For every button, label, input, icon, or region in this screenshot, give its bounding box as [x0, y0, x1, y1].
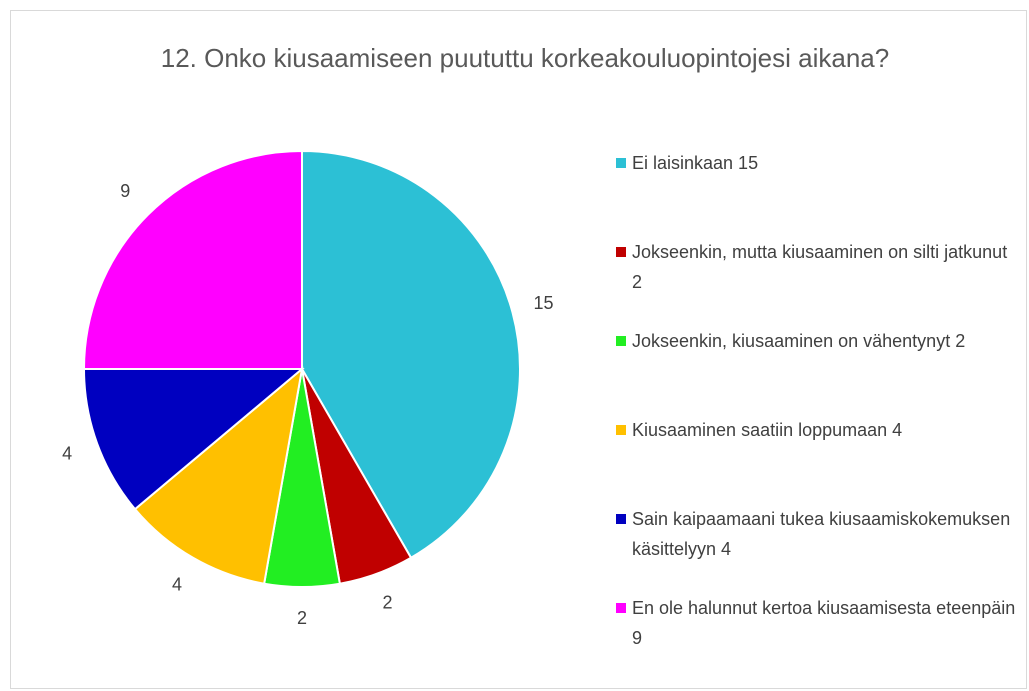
legend-entry: Ei laisinkaan 15 [616, 148, 1017, 178]
legend-swatch [616, 603, 626, 613]
legend-entry: Kiusaaminen saatiin loppumaan 4 [616, 415, 1017, 445]
legend-label: Jokseenkin, mutta kiusaaminen on silti j… [632, 242, 1008, 292]
pie-slice [133, 366, 304, 585]
legend-swatch [616, 247, 626, 257]
legend-label: Sain kaipaamaani tukea kiusaamiskokemuks… [632, 509, 1011, 559]
legend-entry: Sain kaipaamaani tukea kiusaamiskokemuks… [616, 504, 1017, 564]
legend-swatch [616, 425, 626, 435]
legend-swatch [616, 336, 626, 346]
data-label: 9 [120, 181, 130, 201]
chart-frame [10, 10, 1027, 689]
legend-swatch [616, 514, 626, 524]
legend-label: Ei laisinkaan 15 [632, 153, 759, 173]
pie-slice [82, 149, 303, 370]
legend-label: En ole halunnut kertoa kiusaamisesta ete… [632, 598, 1016, 648]
chart-title: 12. Onko kiusaamiseen puututtu korkeakou… [160, 43, 890, 73]
legend-label: Kiusaaminen saatiin loppumaan 4 [632, 420, 903, 440]
data-label: 2 [382, 593, 392, 613]
legend-entry: En ole halunnut kertoa kiusaamisesta ete… [616, 593, 1017, 653]
data-label: 4 [62, 443, 72, 463]
data-label: 2 [297, 608, 307, 628]
legend-entry: Jokseenkin, mutta kiusaaminen on silti j… [616, 237, 1017, 297]
pie-slice [301, 149, 521, 560]
legend-entry: Jokseenkin, kiusaaminen on vähentynyt 2 [616, 326, 1017, 356]
legend-label: Jokseenkin, kiusaaminen on vähentynyt 2 [632, 331, 966, 351]
data-label: 4 [172, 574, 182, 594]
pie-slice [82, 368, 305, 511]
legend-swatch [616, 158, 626, 168]
data-label: 15 [533, 293, 553, 313]
